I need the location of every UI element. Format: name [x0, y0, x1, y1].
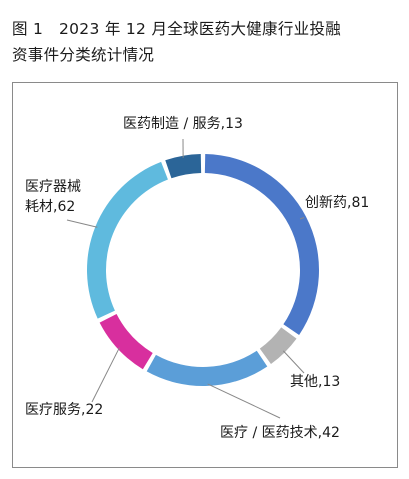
leader-line-1	[299, 217, 305, 220]
slice-label-4: 医疗服务,22	[25, 402, 103, 418]
slice-label-5: 医疗器械耗材,62	[25, 179, 81, 215]
donut-slice-2	[259, 327, 297, 365]
donut-slice-4	[99, 314, 153, 370]
chart-frame	[12, 82, 398, 468]
leader-line-3	[207, 383, 281, 419]
leader-line-4	[91, 347, 120, 403]
leader-line-5	[66, 219, 98, 228]
slice-label-1: 创新药,81	[305, 195, 369, 211]
leader-line-2	[282, 350, 305, 374]
figure-title-line-1: 图 1 2023 年 12 月全球医药大健康行业投融	[12, 20, 342, 38]
slice-label-2: 其他,13	[290, 374, 340, 390]
figure-title-line-2: 资事件分类统计情况	[12, 46, 155, 64]
donut-slice-5	[87, 161, 168, 319]
slice-label-3: 医疗 / 医药技术,42	[220, 425, 340, 441]
figure-title: 图 1 2023 年 12 月全球医药大健康行业投融 资事件分类统计情况	[12, 16, 404, 68]
donut-slice-3	[146, 350, 268, 386]
donut-slice-6	[165, 154, 202, 179]
donut-slice-1	[204, 154, 319, 335]
slice-label-6: 医药制造 / 服务,13	[123, 116, 243, 132]
